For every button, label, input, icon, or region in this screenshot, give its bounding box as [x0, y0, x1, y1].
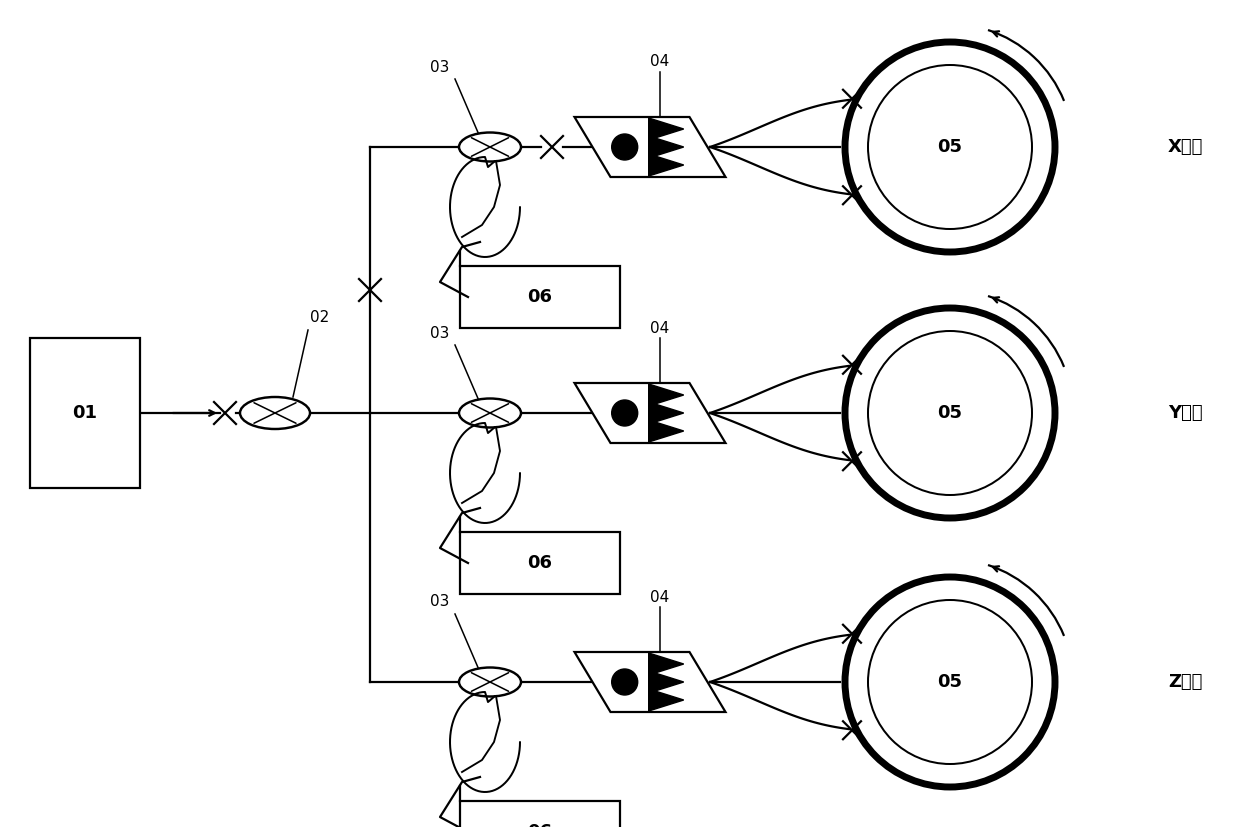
- Text: 04: 04: [650, 55, 670, 69]
- Polygon shape: [649, 118, 683, 140]
- Text: 06: 06: [527, 288, 553, 306]
- Circle shape: [611, 669, 637, 695]
- Circle shape: [844, 308, 1055, 518]
- Polygon shape: [649, 384, 683, 406]
- Ellipse shape: [241, 397, 310, 429]
- Text: 03: 03: [430, 595, 450, 609]
- Polygon shape: [574, 652, 725, 712]
- Polygon shape: [574, 383, 725, 443]
- Text: 01: 01: [72, 404, 98, 422]
- Polygon shape: [649, 689, 683, 711]
- Circle shape: [868, 331, 1032, 495]
- Circle shape: [611, 134, 637, 160]
- Text: Y轴向: Y轴向: [1168, 404, 1203, 422]
- Ellipse shape: [459, 399, 521, 428]
- Polygon shape: [649, 402, 683, 424]
- Ellipse shape: [459, 132, 521, 161]
- Bar: [460, 266, 620, 328]
- Text: 04: 04: [650, 590, 670, 605]
- Text: 05: 05: [937, 138, 962, 156]
- Circle shape: [611, 400, 637, 426]
- Circle shape: [868, 600, 1032, 764]
- Polygon shape: [649, 154, 683, 176]
- Circle shape: [844, 42, 1055, 252]
- Text: Z轴向: Z轴向: [1168, 673, 1203, 691]
- Text: 05: 05: [937, 673, 962, 691]
- Text: 02: 02: [310, 310, 330, 326]
- Bar: [460, 801, 620, 827]
- Polygon shape: [649, 671, 683, 693]
- Bar: [460, 532, 620, 594]
- Text: X轴向: X轴向: [1167, 138, 1203, 156]
- Circle shape: [868, 65, 1032, 229]
- Text: 05: 05: [937, 404, 962, 422]
- Text: 06: 06: [527, 554, 553, 572]
- Polygon shape: [574, 117, 725, 177]
- Polygon shape: [649, 136, 683, 158]
- Ellipse shape: [459, 667, 521, 696]
- Text: 03: 03: [430, 60, 450, 74]
- Text: 03: 03: [430, 326, 450, 341]
- Circle shape: [844, 577, 1055, 787]
- Text: 06: 06: [527, 823, 553, 827]
- Polygon shape: [649, 653, 683, 675]
- Polygon shape: [649, 420, 683, 442]
- Bar: [30, 338, 140, 488]
- Text: 04: 04: [650, 321, 670, 336]
